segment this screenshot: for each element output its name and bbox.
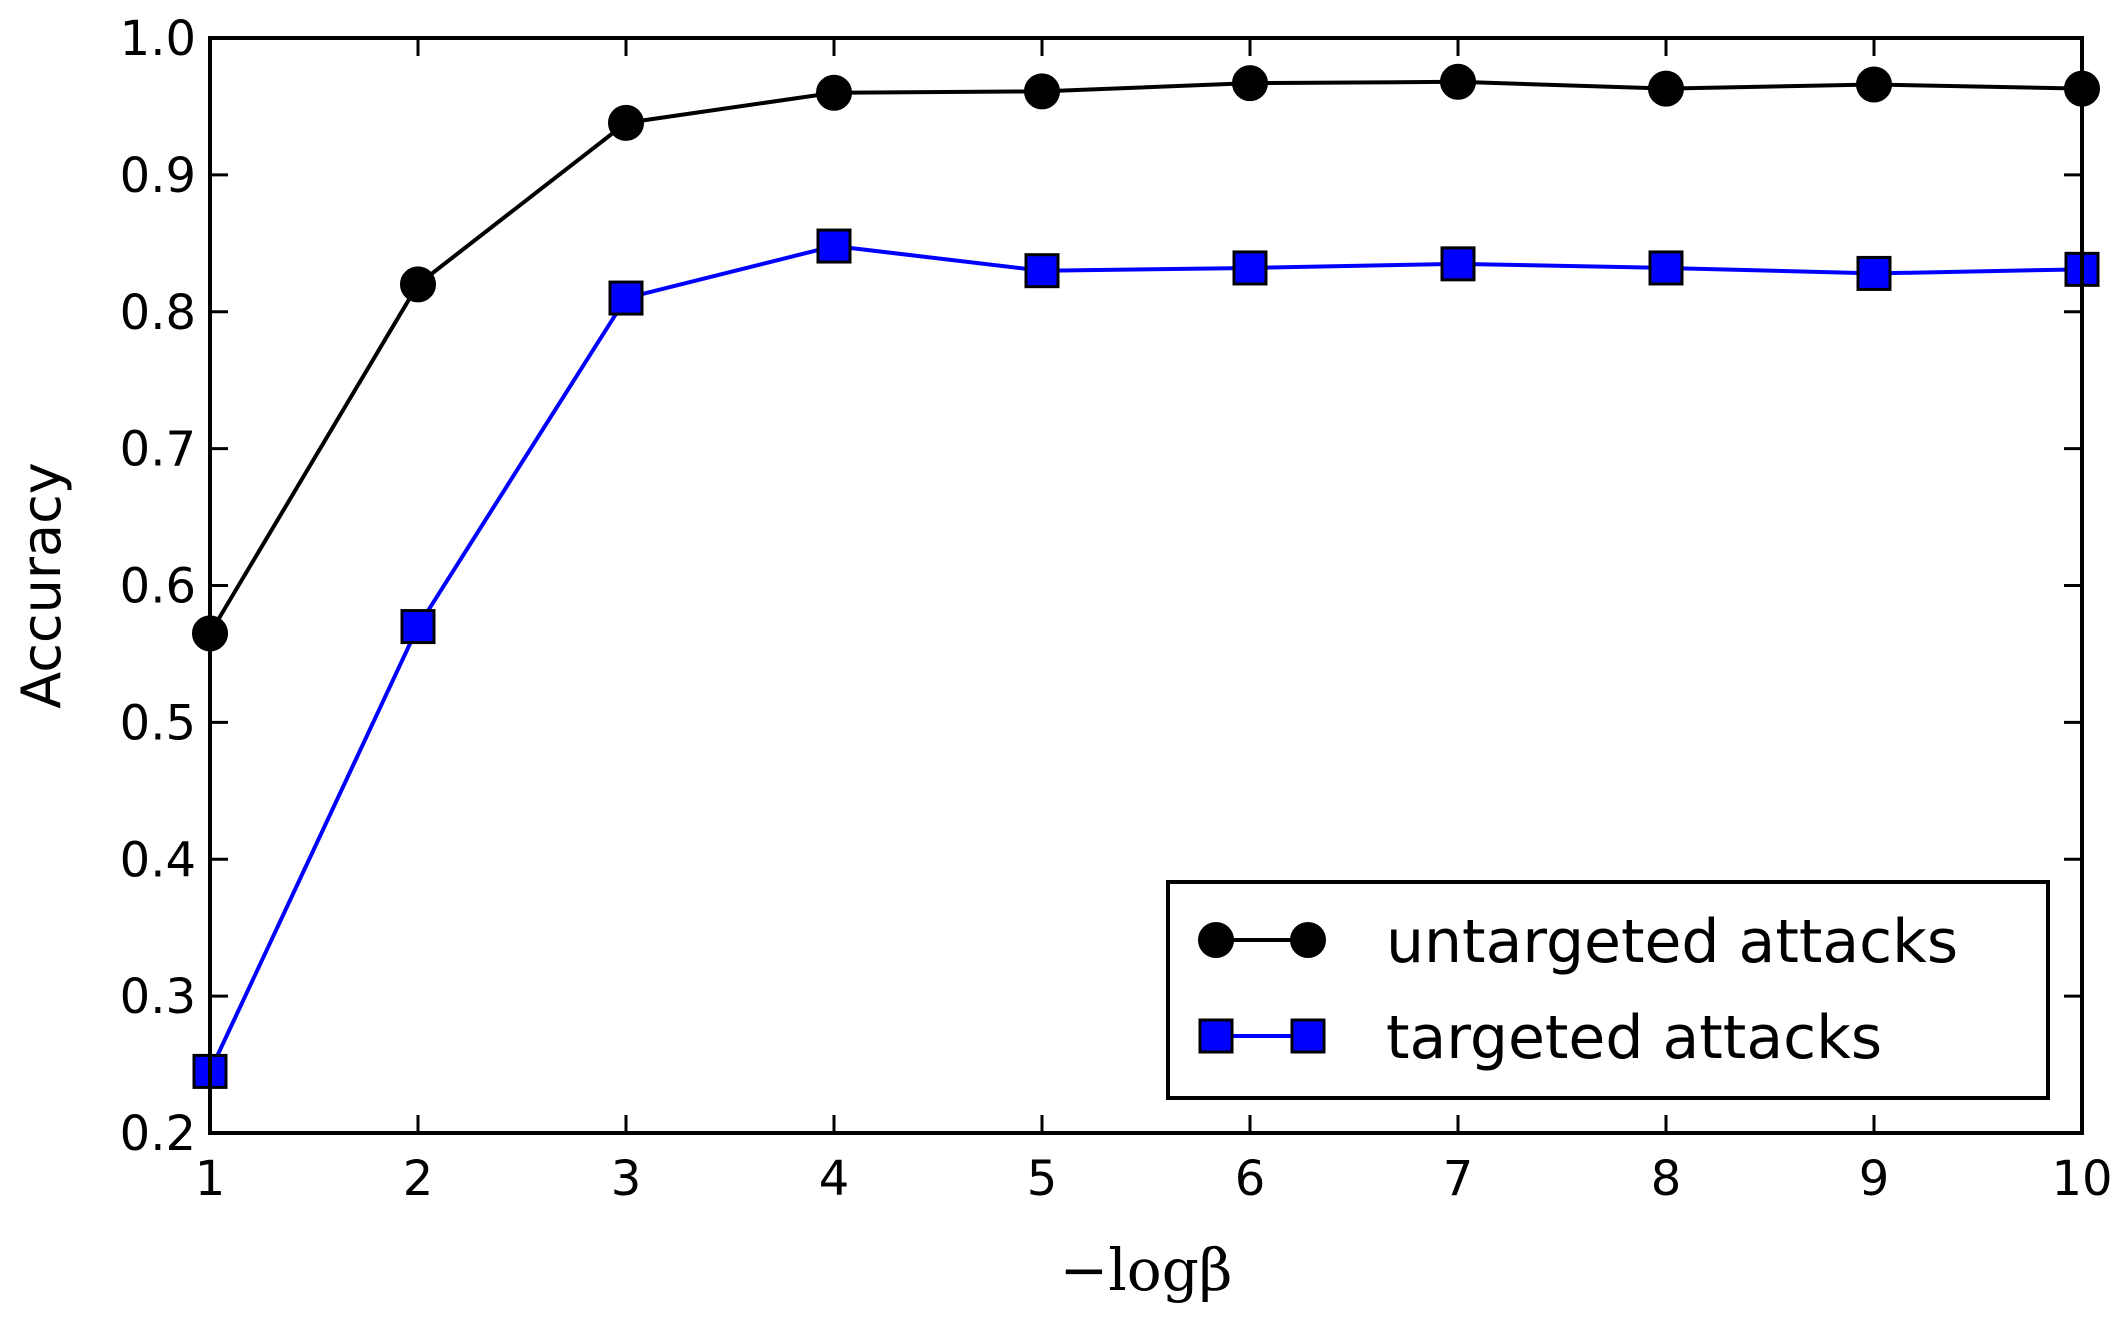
legend-label: untargeted attacks <box>1386 907 1958 977</box>
legend-label: targeted attacks <box>1386 1003 1882 1073</box>
data-point <box>1290 1018 1326 1054</box>
data-point <box>1290 922 1326 958</box>
x-tick-label: 8 <box>1651 1151 1682 1207</box>
y-tick-label: 0.2 <box>120 1106 196 1162</box>
ticks-layer: 1 2 3 4 5 6 7 8 9 10 0.2 0.3 0.4 0.5 0.6 0.7 0.8 0.9 1.0 <box>120 11 2113 1207</box>
legend-frame <box>1166 880 2050 1100</box>
data-point <box>608 280 644 316</box>
data-point <box>1198 922 1234 958</box>
data-point <box>1440 246 1476 282</box>
x-tick-label: 5 <box>1027 1151 1058 1207</box>
data-point <box>816 74 852 111</box>
y-tick-label: 1.0 <box>120 11 196 67</box>
data-point <box>1232 250 1268 286</box>
data-point <box>1440 63 1476 100</box>
x-tick-label: 6 <box>1235 1151 1266 1207</box>
data-point <box>400 266 436 303</box>
x-tick-label: 10 <box>2051 1151 2112 1207</box>
y-tick-label: 0.9 <box>120 148 196 204</box>
x-tick-label: 3 <box>611 1151 642 1207</box>
y-axis-label: Accuracy <box>10 462 73 709</box>
data-point <box>816 228 852 264</box>
data-point <box>608 104 644 141</box>
y-tick-label: 0.5 <box>120 695 196 751</box>
data-point <box>1648 250 1684 286</box>
series-square <box>192 228 2100 1089</box>
series-circle <box>192 63 2100 652</box>
x-tick-label: 7 <box>1443 1151 1474 1207</box>
data-point <box>1856 66 1892 103</box>
data-point <box>400 609 436 645</box>
series-line <box>208 79 2083 635</box>
y-tick-label: 0.8 <box>120 285 196 341</box>
plot-frame <box>208 36 2084 1135</box>
y-tick-label: 0.7 <box>120 422 196 478</box>
data-point <box>1232 65 1268 102</box>
data-point <box>1024 253 1060 289</box>
series-line <box>208 244 2083 1073</box>
data-point <box>1648 70 1684 107</box>
x-tick-label: 9 <box>1859 1151 1890 1207</box>
data-point <box>1024 73 1060 110</box>
legend: untargeted attacks targeted attacks <box>1166 880 2050 1100</box>
data-point <box>1198 1018 1234 1054</box>
x-tick-label: 2 <box>403 1151 434 1207</box>
y-tick-label: 0.6 <box>120 559 196 615</box>
x-tick-label: 4 <box>819 1151 850 1207</box>
y-tick-label: 0.4 <box>120 832 196 888</box>
y-tick-label: 0.3 <box>120 969 196 1025</box>
data-point <box>1856 255 1892 291</box>
x-tick-label: 1 <box>195 1151 226 1207</box>
x-axis-label: −logβ <box>1060 1236 1233 1304</box>
